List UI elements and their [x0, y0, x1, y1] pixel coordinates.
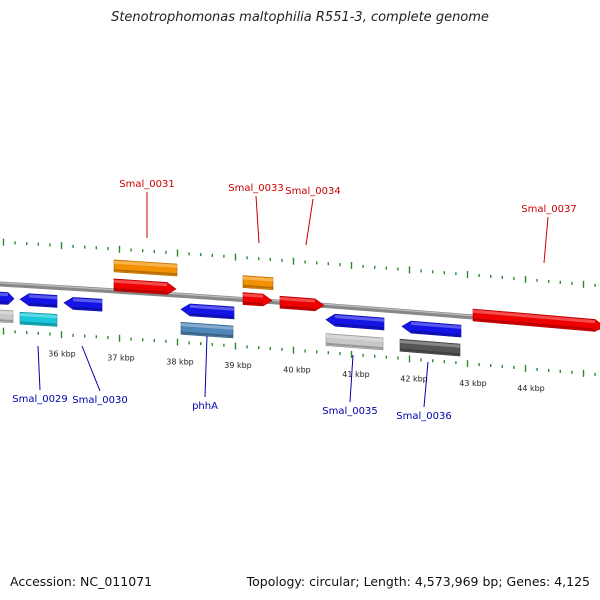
gene-feature-shadow — [0, 319, 13, 322]
scale-label: 40 kbp — [283, 365, 311, 374]
scale-label: 44 kbp — [517, 384, 545, 393]
scale-label: 43 kbp — [459, 379, 487, 388]
genome-summary-text: Topology: circular; Length: 4,573,969 bp… — [246, 574, 590, 589]
gene-feature-highlight — [326, 334, 383, 342]
gene-label: Smal_0035 — [322, 406, 377, 417]
scale-label: 37 kbp — [107, 353, 135, 362]
gene-feature-shadow — [114, 288, 167, 294]
gene-feature-shadow — [20, 321, 57, 326]
gene-feature-shadow — [114, 269, 177, 276]
top-tick-track — [2, 238, 596, 288]
gene-feature-shadow — [411, 330, 461, 337]
gene-feature-highlight — [411, 321, 461, 329]
scale-label: 39 kbp — [224, 361, 252, 370]
gene-feature-highlight — [473, 309, 595, 324]
gene-feature-shadow — [280, 305, 315, 310]
gene-leader-line — [423, 361, 429, 408]
gene-feature-shadow — [181, 331, 233, 338]
gene-feature-highlight — [190, 304, 234, 311]
scale-label: 41 kbp — [342, 370, 370, 379]
gene-leader-line — [305, 198, 314, 246]
gene-label: Smal_0029 — [12, 394, 67, 405]
map-title: Stenotrophomonas maltophilia R551-3, com… — [111, 10, 489, 25]
gene-feature-highlight — [114, 279, 167, 287]
gene-feature-shadow — [473, 318, 595, 331]
gene-leader-line — [204, 335, 208, 398]
feature-track — [0, 259, 600, 357]
gene-feature-highlight — [335, 315, 384, 322]
scale-label: 38 kbp — [166, 357, 194, 366]
gene-leader-line — [255, 195, 260, 244]
gene-label: Smal_0034 — [285, 186, 340, 197]
gene-leader-line — [37, 345, 41, 391]
gene-feature-highlight — [280, 297, 315, 303]
gene-feature-highlight — [400, 340, 460, 348]
gene-feature-highlight — [20, 313, 57, 319]
gene-feature-highlight — [73, 298, 102, 303]
gene-feature-shadow — [73, 306, 102, 311]
gene-feature-shadow — [400, 348, 460, 356]
accession-text: Accession: NC_011071 — [10, 574, 153, 589]
gene-label: Smal_0037 — [521, 204, 576, 215]
gene-label: Smal_0033 — [228, 183, 283, 194]
gene-feature-shadow — [243, 284, 273, 289]
gene-feature-shadow — [326, 342, 383, 350]
gene-feature-highlight — [29, 294, 57, 300]
gene-feature-highlight — [243, 276, 273, 282]
gene-label: Smal_0031 — [119, 179, 174, 190]
gene-feature-shadow — [190, 313, 234, 319]
gene-feature-highlight — [181, 323, 233, 330]
gene-label: phhA — [192, 401, 218, 412]
gene-leader-line — [543, 216, 549, 264]
gene-feature-highlight — [0, 292, 8, 297]
scale-label: 36 kbp — [48, 350, 76, 359]
gene-feature-shadow — [335, 323, 384, 330]
gene-feature-shadow — [243, 301, 263, 306]
gene-feature-shadow — [29, 302, 57, 307]
gene-feature-shadow — [0, 301, 8, 304]
gene-leader-line — [349, 354, 354, 403]
gene-feature-highlight — [243, 293, 263, 298]
gene-leader-line — [81, 345, 101, 392]
gene-label: Smal_0030 — [72, 395, 127, 406]
gene-feature-highlight — [0, 310, 13, 315]
scale-labels: 36 kbp 37 kbp 38 kbp 39 kbp 40 kbp 41 kbp 42 k… — [48, 350, 545, 393]
scale-label: 42 kbp — [400, 374, 428, 383]
gene-labels: Smal_0029 Smal_0030 Smal_0031 phhA Smal_0033… — [12, 179, 576, 422]
gene-feature-highlight — [114, 260, 177, 268]
bottom-tick-track — [2, 327, 596, 377]
gene-label: Smal_0036 — [396, 411, 451, 422]
